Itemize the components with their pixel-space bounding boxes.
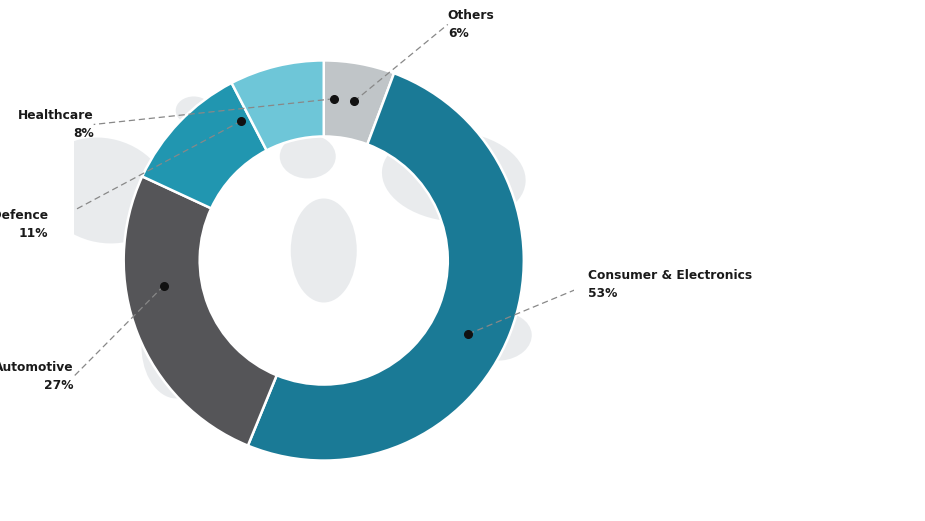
Ellipse shape: [382, 131, 525, 222]
Text: Aerospace & Defence
11%: Aerospace & Defence 11%: [0, 209, 48, 240]
Text: Healthcare
8%: Healthcare 8%: [18, 109, 93, 140]
Wedge shape: [124, 177, 277, 445]
Wedge shape: [231, 60, 324, 151]
Wedge shape: [248, 73, 524, 461]
Ellipse shape: [176, 96, 212, 125]
Text: Automotive
27%: Automotive 27%: [0, 361, 74, 392]
Ellipse shape: [142, 303, 206, 399]
Ellipse shape: [468, 313, 532, 361]
Wedge shape: [324, 60, 394, 144]
Ellipse shape: [279, 134, 336, 179]
Text: Consumer & Electronics
53%: Consumer & Electronics 53%: [587, 269, 752, 300]
Ellipse shape: [40, 138, 168, 243]
Wedge shape: [142, 83, 266, 208]
Text: Others
6%: Others 6%: [448, 9, 495, 40]
Ellipse shape: [290, 199, 357, 303]
